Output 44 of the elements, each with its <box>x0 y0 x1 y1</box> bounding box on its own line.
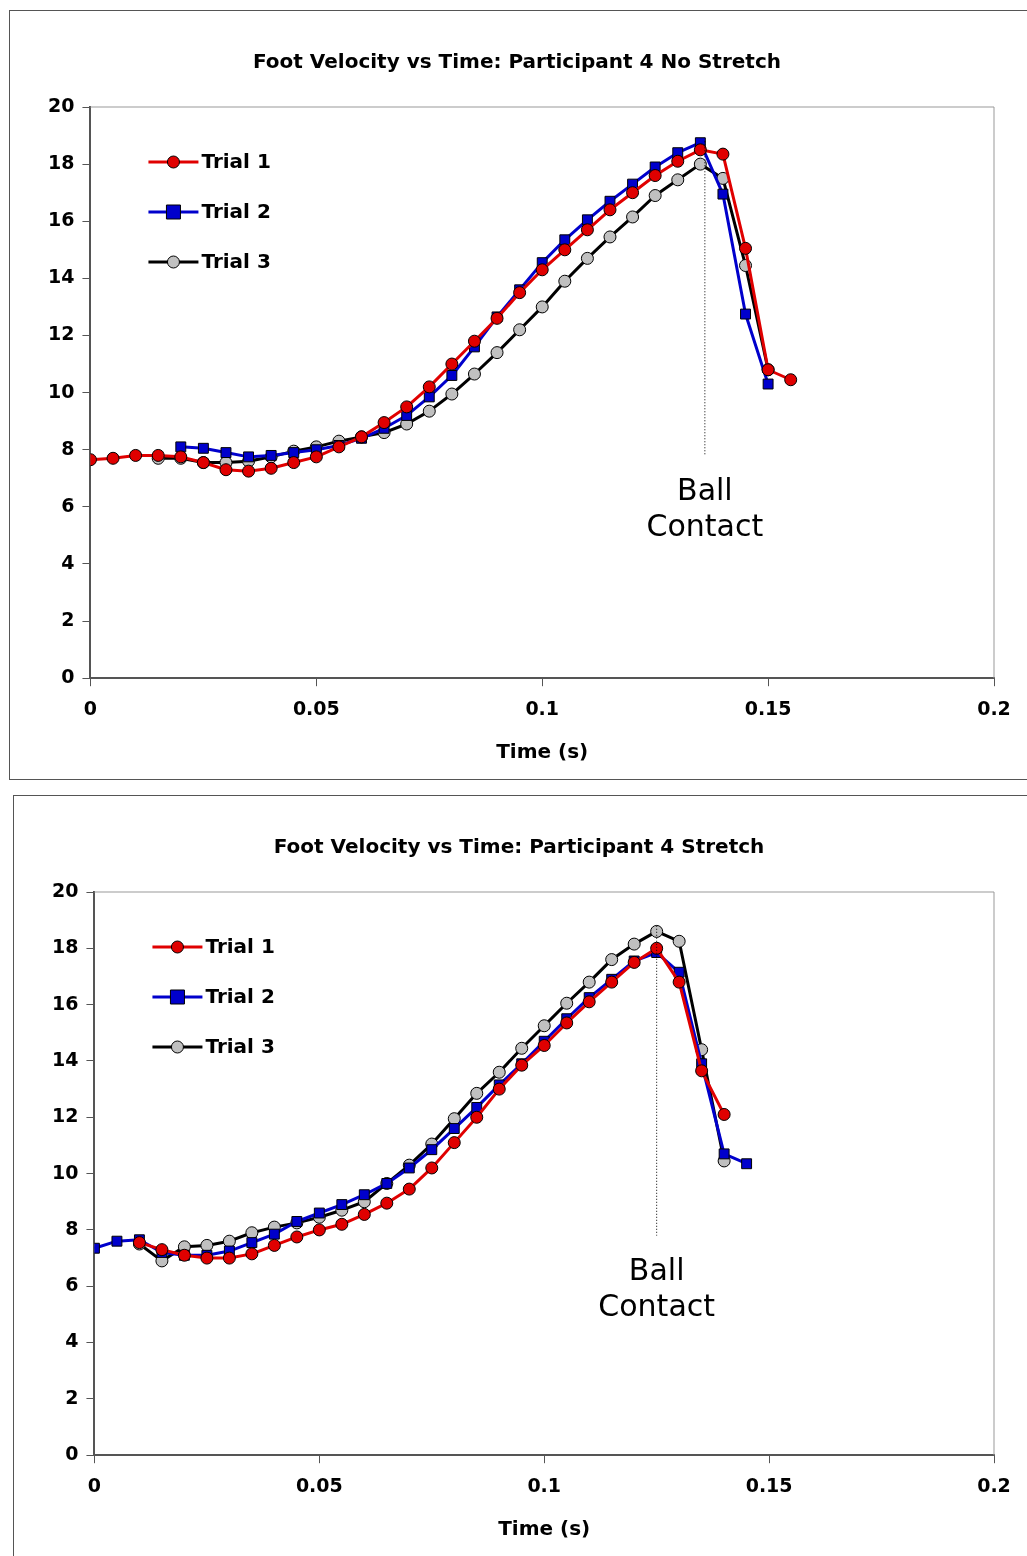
y-tick-label: 18 <box>47 151 75 174</box>
x-tick-label: 0.05 <box>295 1473 343 1496</box>
legend-label: Trial 3 <box>205 1034 275 1059</box>
ref-line-label: Ball Contact <box>598 1252 716 1324</box>
y-tick-label: 12 <box>51 1104 79 1127</box>
x-tick-label: 0.1 <box>527 1473 562 1496</box>
y-tick-label: 8 <box>65 1216 79 1239</box>
legend-label: Trial 1 <box>205 934 275 959</box>
y-tick-label: 20 <box>47 93 75 116</box>
chart-title: Foot Velocity vs Time: Participant 4 No Stretch <box>253 49 781 74</box>
x-axis-title: Time (s) <box>496 739 589 764</box>
y-tick-label: 4 <box>65 1329 79 1352</box>
y-tick-label: 18 <box>51 935 79 958</box>
y-tick-label: 0 <box>61 665 75 688</box>
y-tick-label: 4 <box>61 550 75 573</box>
x-tick-label: 0 <box>83 696 98 719</box>
y-tick-label: 8 <box>61 436 75 459</box>
ref-line-label: Ball Contact <box>646 472 764 544</box>
y-tick-label: 2 <box>61 608 75 631</box>
y-tick-label: 16 <box>51 991 79 1014</box>
x-tick-label: 0 <box>87 1473 102 1496</box>
y-tick-label: 14 <box>51 1047 79 1070</box>
chart-title: Foot Velocity vs Time: Participant 4 Stretch <box>273 834 765 859</box>
legend-label: Trial 1 <box>201 149 271 174</box>
x-tick-label: 0.15 <box>745 1473 793 1496</box>
y-tick-label: 2 <box>65 1385 79 1408</box>
y-tick-label: 6 <box>61 493 75 516</box>
x-tick-label: 0.2 <box>977 1473 1011 1496</box>
y-tick-label: 0 <box>65 1442 79 1465</box>
y-tick-label: 12 <box>47 322 75 345</box>
legend-label: Trial 3 <box>201 249 271 274</box>
y-tick-label: 10 <box>51 1160 79 1183</box>
x-tick-label: 0.05 <box>292 696 340 719</box>
y-tick-label: 6 <box>65 1273 79 1296</box>
y-tick-label: 16 <box>47 208 75 231</box>
x-tick-label: 0.15 <box>744 696 792 719</box>
x-tick-label: 0.1 <box>525 696 560 719</box>
x-tick-label: 0.2 <box>977 696 1011 719</box>
y-tick-label: 14 <box>47 265 75 288</box>
legend-label: Trial 2 <box>201 199 271 224</box>
y-tick-label: 20 <box>51 878 79 901</box>
x-axis-title: Time (s) <box>498 1516 591 1541</box>
legend-label: Trial 2 <box>205 984 275 1009</box>
y-tick-label: 10 <box>47 379 75 402</box>
